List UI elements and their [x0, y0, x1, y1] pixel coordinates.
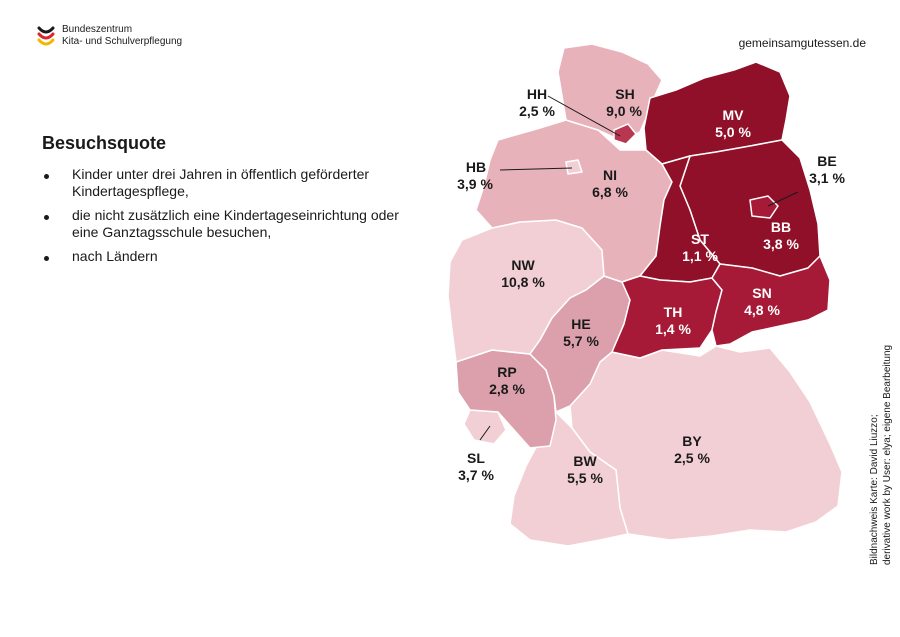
- bullet-text: Kinder unter drei Jahren in öffentlich g…: [72, 166, 370, 199]
- state-value-BW: 5,5 %: [567, 470, 603, 486]
- state-SN[interactable]: [711, 255, 831, 347]
- label-SN: SN 4,8 %: [744, 285, 780, 318]
- label-RP: RP 2,8 %: [489, 364, 525, 397]
- state-HB[interactable]: [565, 159, 583, 175]
- state-SL[interactable]: [463, 409, 507, 445]
- label-HB: HB 3,9 %: [457, 159, 493, 192]
- bullet-item: Kinder unter drei Jahren in öffentlich g…: [42, 166, 402, 200]
- state-BE[interactable]: [749, 195, 779, 219]
- state-value-SN: 4,8 %: [744, 302, 780, 318]
- state-code-BY: BY: [682, 433, 702, 449]
- credit-line-2: derivative work by User: elya; eigene Be…: [882, 344, 893, 565]
- state-value-BY: 2,5 %: [674, 450, 710, 466]
- bullet-list: Kinder unter drei Jahren in öffentlich g…: [42, 166, 402, 272]
- logo-line-1: Bundeszentrum: [62, 24, 133, 35]
- label-ST: ST 1,1 %: [682, 231, 718, 264]
- state-code-BE: BE: [817, 153, 836, 169]
- state-code-SN: SN: [752, 285, 771, 301]
- label-TH: TH 1,4 %: [655, 304, 691, 337]
- page-title: Besuchsquote: [42, 133, 167, 153]
- bullet-dot: [44, 215, 49, 220]
- leader-line-HB: [499, 167, 573, 171]
- state-value-ST: 1,1 %: [682, 248, 718, 264]
- label-NI: NI 6,8 %: [592, 167, 628, 200]
- state-code-TH: TH: [664, 304, 683, 320]
- state-value-TH: 1,4 %: [655, 321, 691, 337]
- bullet-dot: [44, 174, 49, 179]
- state-code-HH: HH: [527, 86, 547, 102]
- state-code-NW: NW: [511, 257, 535, 273]
- state-value-BB: 3,8 %: [763, 236, 799, 252]
- state-value-RP: 2,8 %: [489, 381, 525, 397]
- state-code-BW: BW: [573, 453, 597, 469]
- state-value-HE: 5,7 %: [563, 333, 599, 349]
- leader-line-HH: [547, 95, 621, 137]
- state-code-MV: MV: [723, 107, 745, 123]
- label-HH: HH 2,5 %: [519, 86, 555, 119]
- label-BE: BE 3,1 %: [809, 153, 845, 186]
- logo-icon: [36, 24, 56, 48]
- credit-line-1: Bildnachweis Karte: David Liuzzo;: [869, 414, 880, 565]
- bullet-item: die nicht zusätzlich eine Kindertagesein…: [42, 207, 402, 241]
- label-SL: SL 3,7 %: [458, 450, 494, 483]
- state-code-HE: HE: [571, 316, 590, 332]
- logo-line-2: Kita- und Schulverpflegung: [62, 36, 183, 47]
- state-code-SL: SL: [467, 450, 485, 466]
- label-SH: SH 9,0 %: [606, 86, 642, 119]
- label-BW: BW 5,5 %: [567, 453, 603, 486]
- label-BB: BB 3,8 %: [763, 219, 799, 252]
- state-code-NI: NI: [603, 167, 617, 183]
- bullet-text: die nicht zusätzlich eine Kindertagesein…: [72, 207, 399, 240]
- state-code-HB: HB: [466, 159, 486, 175]
- bullet-text: nach Ländern: [72, 248, 158, 264]
- state-MV[interactable]: [643, 61, 791, 165]
- state-value-SH: 9,0 %: [606, 103, 642, 119]
- state-value-SL: 3,7 %: [458, 467, 494, 483]
- website-link[interactable]: gemeinsamgutessen.de: [738, 36, 866, 50]
- state-HH[interactable]: [613, 123, 637, 145]
- logo-text: Bundeszentrum Kita- und Schulverpflegung: [62, 24, 182, 48]
- state-value-NW: 10,8 %: [501, 274, 545, 290]
- label-HE: HE 5,7 %: [563, 316, 599, 349]
- bullet-dot: [44, 256, 49, 261]
- state-value-MV: 5,0 %: [715, 124, 751, 140]
- state-code-BB: BB: [771, 219, 791, 235]
- state-code-RP: RP: [497, 364, 516, 380]
- label-NW: NW 10,8 %: [501, 257, 545, 290]
- state-code-ST: ST: [691, 231, 709, 247]
- label-BY: BY 2,5 %: [674, 433, 710, 466]
- bullet-item: nach Ländern: [42, 248, 402, 265]
- logo: Bundeszentrum Kita- und Schulverpflegung: [36, 24, 182, 48]
- state-value-BE: 3,1 %: [809, 170, 845, 186]
- state-value-HH: 2,5 %: [519, 103, 555, 119]
- label-MV: MV 5,0 %: [715, 107, 751, 140]
- state-code-SH: SH: [615, 86, 634, 102]
- image-credit: Bildnachweis Karte: David Liuzzo; deriva…: [868, 345, 894, 565]
- state-value-HB: 3,9 %: [457, 176, 493, 192]
- leader-line-SL: [479, 425, 491, 441]
- state-value-NI: 6,8 %: [592, 184, 628, 200]
- leader-line-BE: [767, 191, 799, 207]
